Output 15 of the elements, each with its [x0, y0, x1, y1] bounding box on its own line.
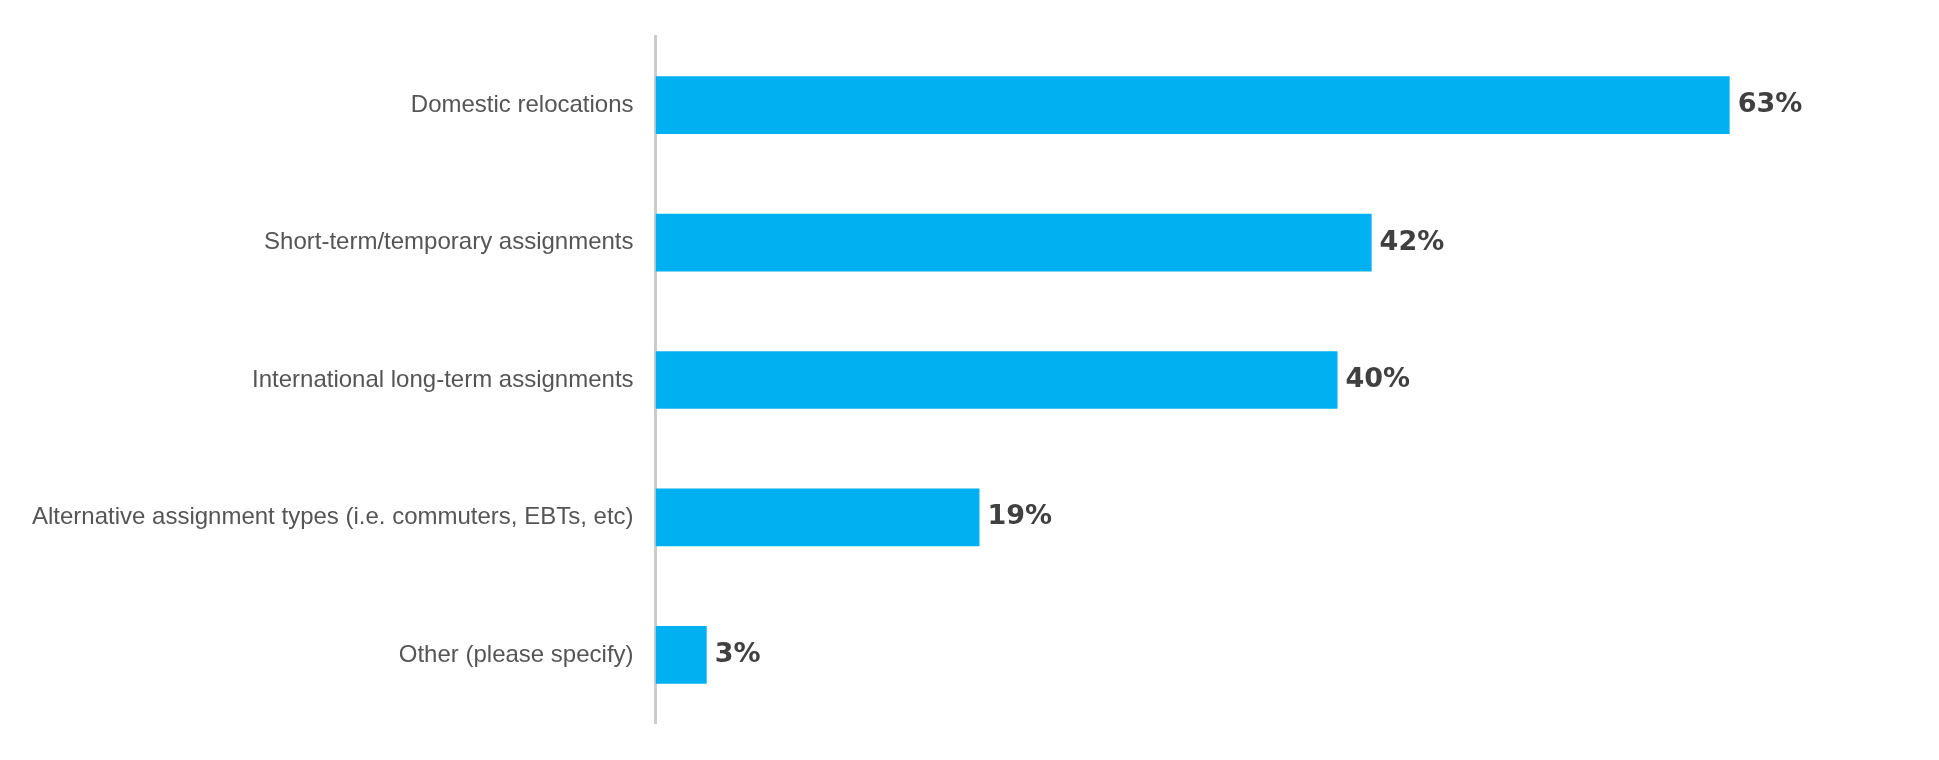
data-label: 63% [1737, 87, 1803, 119]
data-label: 42% [1379, 224, 1445, 256]
data-label: 19% [987, 499, 1053, 531]
bar [655, 626, 707, 684]
y-tick-label: Domestic relocations [410, 89, 634, 117]
y-tick-label: International long-term assignments [252, 364, 634, 392]
bar [655, 351, 1338, 409]
y-tick-label: Other (please specify) [398, 639, 634, 667]
data-label: 3% [714, 636, 761, 668]
data-label: 40% [1345, 362, 1411, 394]
bar [655, 488, 980, 547]
y-tick-label: Alternative assignment types (i.e. commuters, EBTs, etc) [32, 502, 634, 530]
y-tick-label: Short-term/temporary assignments [264, 227, 634, 255]
bar [655, 213, 1372, 272]
bar [655, 76, 1730, 134]
